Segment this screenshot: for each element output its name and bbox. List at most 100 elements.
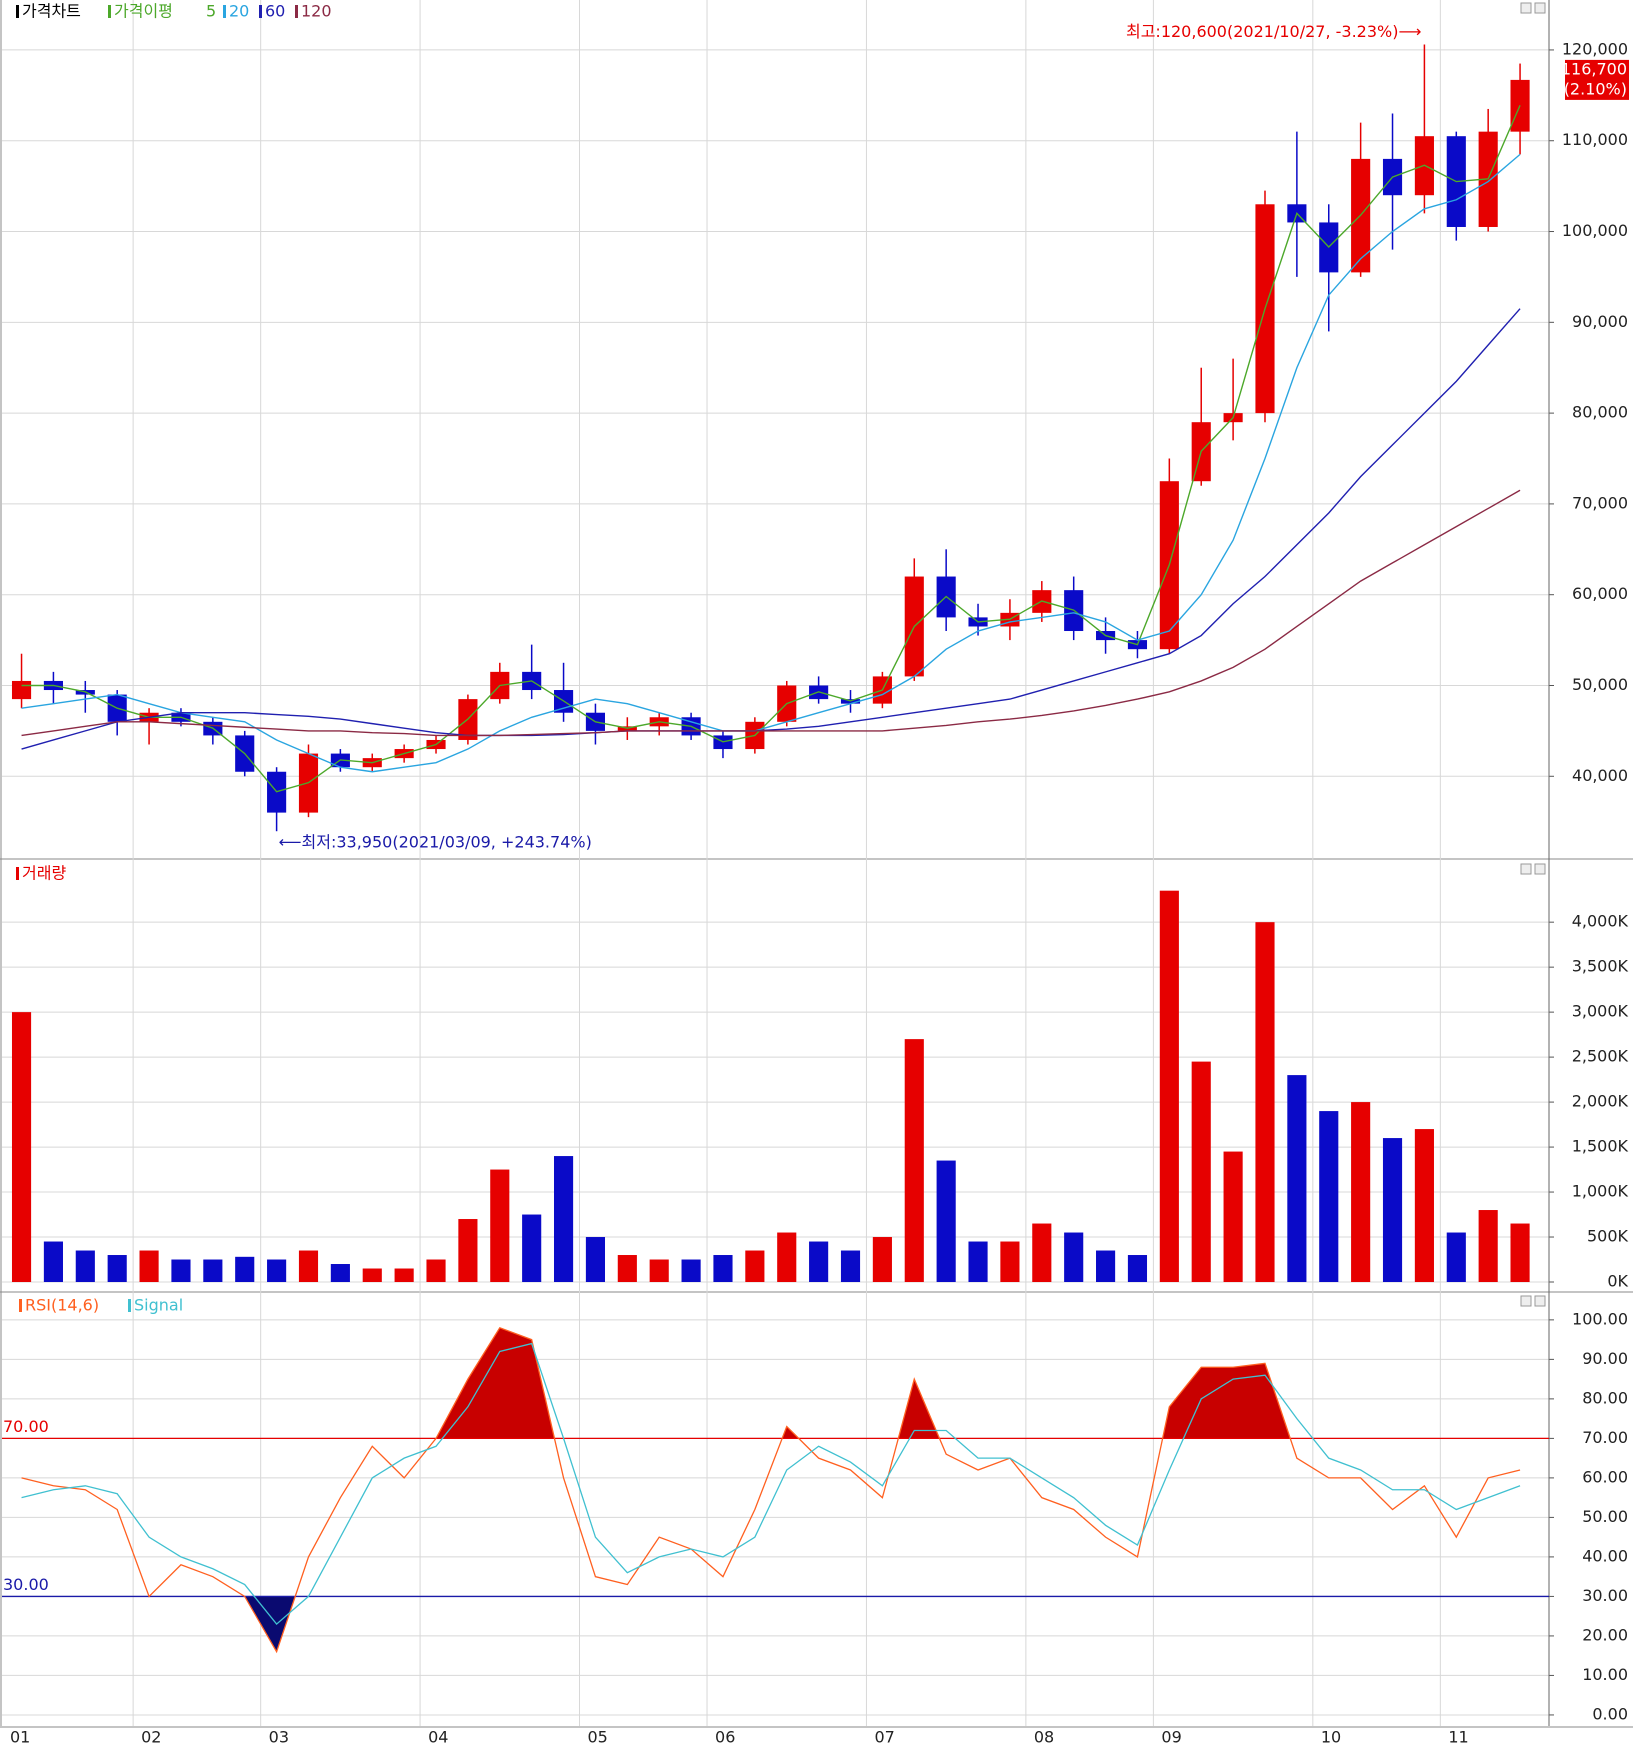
legend-label: 가격이평	[114, 2, 173, 21]
volume-bar	[490, 1169, 510, 1283]
volume-bar	[1446, 1232, 1466, 1283]
y-tick-label: 120,000	[1562, 39, 1628, 58]
volume-bar	[1064, 1232, 1084, 1283]
candle-body	[11, 680, 32, 700]
x-tick-label: 11	[1448, 1728, 1468, 1747]
y-tick-label: 60.00	[1582, 1467, 1628, 1486]
volume-bar	[426, 1259, 446, 1283]
volume-bar	[1223, 1151, 1243, 1283]
volume-bar	[1382, 1138, 1403, 1283]
volume-bar	[1000, 1241, 1020, 1283]
y-tick-label: 70,000	[1572, 493, 1628, 512]
volume-bar	[904, 1039, 924, 1283]
y-tick-label: 3,000K	[1572, 1002, 1629, 1021]
volume-bar	[43, 1241, 63, 1283]
legend-marker	[128, 1299, 131, 1312]
last-price-label: 116,700	[1561, 59, 1627, 78]
y-tick-label: 4,000K	[1572, 912, 1629, 931]
x-tick-label: 01	[10, 1728, 30, 1747]
volume-bar	[107, 1255, 127, 1283]
indicator-line	[21, 1326, 1521, 1654]
volume-bar	[1032, 1223, 1052, 1283]
panel-button	[1534, 1295, 1546, 1307]
y-tick-label: 0.00	[1592, 1704, 1628, 1723]
y-tick-label: 40.00	[1582, 1546, 1628, 1565]
last-change-label: (2.10%)	[1564, 79, 1627, 98]
high-annotation: 최고:120,600(2021/10/27, -3.23%)⟶	[1126, 22, 1421, 41]
volume-bar	[968, 1241, 988, 1283]
volume-bar	[1255, 922, 1275, 1283]
y-tick-label: 2,500K	[1572, 1047, 1629, 1066]
x-tick-label: 06	[715, 1728, 735, 1747]
volume-bar	[458, 1219, 478, 1283]
x-tick-label: 07	[874, 1728, 894, 1747]
y-tick-label: 3,500K	[1572, 957, 1629, 976]
y-tick-label: 0K	[1607, 1272, 1628, 1291]
volume-bar	[1414, 1129, 1434, 1283]
y-tick-label: 50,000	[1572, 675, 1628, 694]
volume-bar	[649, 1259, 669, 1283]
y-tick-label: 100.00	[1572, 1309, 1628, 1328]
volume-bar	[1096, 1250, 1116, 1283]
volume-bar	[1478, 1210, 1498, 1283]
panel-button	[1520, 1295, 1532, 1307]
last-price-box	[1565, 59, 1629, 100]
moving-average-line	[21, 105, 1521, 793]
y-tick-label: 80,000	[1572, 403, 1628, 422]
x-tick-label: 02	[141, 1728, 161, 1747]
y-tick-label: 70.00	[1582, 1428, 1628, 1447]
legend-marker	[295, 5, 298, 18]
volume-bar	[809, 1241, 829, 1283]
x-tick-label: 09	[1161, 1728, 1181, 1747]
y-tick-label: 30.00	[1582, 1586, 1628, 1605]
y-tick-label: 10.00	[1582, 1665, 1628, 1684]
legend-marker	[16, 5, 19, 18]
panel-button	[1520, 2, 1532, 14]
x-tick-label: 04	[428, 1728, 448, 1747]
volume-bar	[203, 1259, 223, 1283]
legend-marker	[259, 5, 262, 18]
volume-bar	[777, 1232, 797, 1283]
volume-bar	[1287, 1075, 1307, 1283]
volume-bar	[585, 1237, 606, 1283]
indicator-line	[21, 1342, 1521, 1626]
panel-button	[1520, 863, 1532, 875]
volume-bar	[522, 1214, 542, 1283]
volume-bar	[553, 1156, 574, 1283]
volume-bar	[872, 1237, 892, 1283]
level-label: 70.00	[3, 1417, 49, 1436]
y-tick-label: 90.00	[1582, 1349, 1628, 1368]
x-tick-label: 05	[588, 1728, 608, 1747]
legend-label: 20	[229, 2, 249, 21]
volume-bar	[298, 1250, 319, 1283]
panel-button	[1534, 863, 1546, 875]
volume-bar	[171, 1259, 191, 1283]
volume-bar	[1159, 890, 1179, 1283]
x-tick-label: 08	[1034, 1728, 1054, 1747]
volume-bar	[1319, 1111, 1339, 1283]
volume-bar	[617, 1255, 637, 1283]
volume-bar	[936, 1160, 956, 1283]
legend-marker	[19, 1299, 22, 1312]
y-tick-label: 500K	[1587, 1227, 1629, 1246]
legend-marker	[108, 5, 111, 18]
overbought-fill	[21, 1327, 1521, 1439]
volume-bar	[713, 1255, 733, 1283]
y-tick-label: 80.00	[1582, 1388, 1628, 1407]
moving-average-line	[21, 489, 1521, 737]
volume-bar	[394, 1268, 414, 1283]
y-tick-label: 50.00	[1582, 1507, 1628, 1526]
volume-bar	[362, 1268, 382, 1283]
volume-bar	[11, 1012, 32, 1283]
y-tick-label: 60,000	[1572, 584, 1628, 603]
legend-label: 5	[206, 2, 216, 21]
legend-label: 가격차트	[22, 2, 81, 21]
volume-bar	[1510, 1223, 1530, 1283]
volume-bar	[681, 1259, 701, 1283]
y-tick-label: 100,000	[1562, 221, 1628, 240]
volume-bar	[267, 1259, 287, 1283]
level-label: 30.00	[3, 1575, 49, 1594]
volume-bar	[330, 1264, 350, 1283]
